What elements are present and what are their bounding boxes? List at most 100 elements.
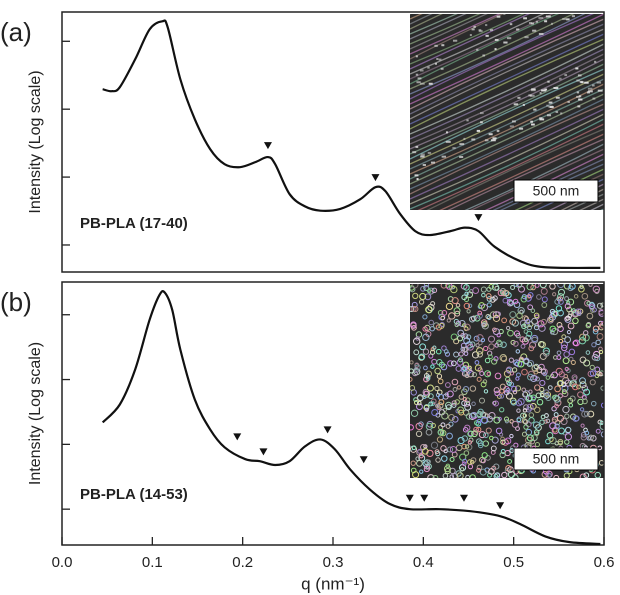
inset-cell: [523, 337, 529, 342]
inset-speck: [531, 123, 535, 126]
inset-cell: [414, 362, 420, 368]
inset-speck: [434, 44, 438, 47]
peak-marker: [359, 456, 368, 464]
inset-cell: [423, 284, 430, 288]
inset-cell: [521, 323, 527, 329]
inset-cell: [516, 408, 521, 413]
inset-speck: [530, 120, 534, 123]
inset-cell: [557, 309, 564, 317]
inset-cell: [509, 433, 514, 439]
inset-cell: [590, 435, 597, 442]
inset-cell: [592, 285, 601, 293]
inset-cell: [555, 305, 563, 312]
inset-cell: [530, 374, 538, 382]
inset-speck: [541, 89, 546, 92]
inset-cell: [454, 310, 461, 317]
inset-cell: [589, 364, 595, 371]
inset-cell: [444, 351, 451, 357]
inset-cell: [440, 445, 447, 452]
inset-cell: [539, 379, 546, 387]
inset-stripe: [410, 48, 604, 140]
inset-speck: [471, 138, 476, 141]
inset-cell: [430, 398, 437, 405]
x-tick-label: 0.6: [594, 554, 615, 571]
inset-stripe: [499, 163, 604, 210]
inset-speck: [420, 82, 425, 85]
inset-cell: [436, 373, 443, 379]
panel-label: (b): [0, 287, 32, 317]
inset-cell: [549, 422, 557, 430]
inset-cell: [462, 396, 467, 402]
x-axis-label: q (nm⁻¹): [301, 574, 365, 593]
inset-cell: [472, 429, 479, 435]
inset-cell: [476, 351, 483, 358]
inset-cell: [531, 336, 539, 344]
inset-cell: [553, 412, 559, 418]
inset-cell: [413, 367, 420, 374]
inset-cell: [480, 458, 486, 464]
inset-cell: [486, 302, 492, 308]
inset-cell: [437, 310, 444, 316]
inset-cell: [454, 399, 460, 405]
sample-label: PB-PLA (17-40): [80, 215, 188, 232]
inset-stripe: [410, 14, 467, 40]
inset-cell: [513, 330, 520, 337]
inset-speck: [538, 17, 544, 20]
inset-cell: [553, 474, 560, 478]
inset-cell: [424, 407, 429, 412]
inset-cell: [437, 430, 443, 435]
inset-cell: [416, 460, 423, 467]
inset-cell: [507, 329, 514, 337]
sample-label: PB-PLA (14-53): [80, 486, 188, 503]
inset-cell: [441, 310, 448, 316]
inset-cell: [556, 350, 562, 356]
inset-cell: [423, 284, 430, 291]
inset-speck: [459, 156, 464, 159]
inset-cell: [422, 314, 428, 320]
inset-cell: [463, 347, 469, 353]
inset-cell: [480, 381, 487, 388]
inset-stripe: [410, 103, 604, 195]
inset-cell: [413, 400, 420, 406]
inset-cell: [567, 322, 575, 330]
inset-stripe: [410, 14, 458, 35]
inset-speck: [471, 28, 475, 31]
inset-stripe: [410, 14, 554, 80]
inset-cell: [571, 308, 576, 313]
inset-speck: [469, 34, 472, 37]
inset-cell: [492, 314, 501, 322]
inset-stripe: [410, 73, 604, 165]
inset-cell: [464, 444, 470, 449]
inset-cell: [591, 342, 597, 348]
inset-cell: [541, 302, 548, 308]
inset-speck: [496, 15, 501, 18]
inset-speck: [550, 22, 553, 25]
inset-cell: [417, 394, 424, 402]
inset-cell: [545, 418, 551, 424]
inset-cell: [410, 385, 416, 391]
inset-cell: [438, 322, 445, 329]
inset-speck: [476, 129, 481, 132]
inset-stripe: [410, 14, 525, 65]
inset-cell: [413, 337, 421, 345]
inset-cell: [423, 444, 428, 449]
inset-speck: [524, 36, 529, 39]
inset-cell: [516, 417, 522, 423]
inset-cell: [430, 364, 435, 369]
inset-stripe: [410, 53, 604, 145]
inset-speck: [489, 29, 494, 32]
inset-cell: [530, 308, 536, 313]
inset-cell: [436, 402, 444, 409]
inset-cell: [472, 287, 480, 294]
inset-cell: [469, 385, 477, 392]
inset-speck: [564, 74, 568, 77]
inset-cell: [573, 294, 579, 299]
inset-cell: [428, 319, 435, 326]
inset-cell: [426, 459, 431, 465]
inset-cell: [474, 360, 480, 365]
inset-cell: [469, 316, 476, 323]
inset-speck: [488, 133, 493, 136]
inset-cell: [531, 334, 539, 343]
inset-cell: [469, 474, 476, 478]
inset-cell: [510, 385, 518, 393]
